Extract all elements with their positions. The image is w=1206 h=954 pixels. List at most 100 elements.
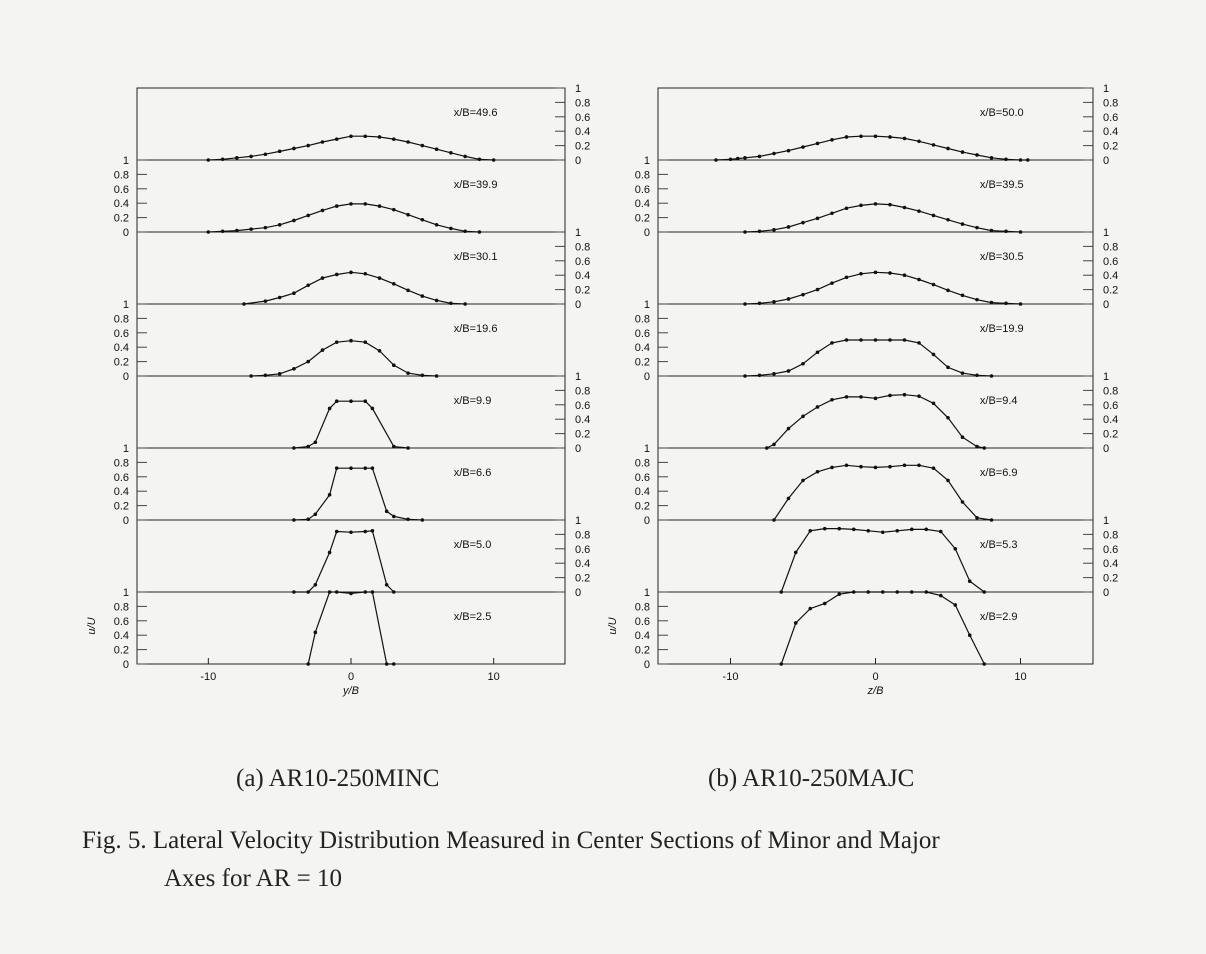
data-point (822, 601, 827, 606)
data-point (946, 288, 950, 293)
data-point (873, 202, 878, 206)
data-point (873, 338, 878, 342)
y-tick-label: 0.4 (635, 198, 650, 210)
data-point (735, 156, 740, 161)
data-point (815, 141, 820, 146)
series-line (780, 591, 985, 665)
series-label: x/B=39.5 (980, 179, 1024, 191)
data-point (815, 216, 820, 221)
y-tick-label: 0.8 (575, 529, 590, 541)
panel-a-caption: (a) AR10-250MINC (236, 765, 440, 792)
data-point (859, 203, 863, 208)
data-point (320, 208, 325, 213)
series-label: x/B=5.3 (980, 539, 1018, 551)
y-tick-label: 0 (123, 659, 129, 671)
x-tick-label: 10 (488, 671, 500, 683)
y-tick-label: 1 (644, 587, 650, 599)
data-point (349, 591, 353, 596)
data-point (801, 414, 805, 419)
data-point (406, 288, 410, 293)
series-label: x/B=2.9 (980, 611, 1018, 623)
data-point (779, 662, 784, 666)
data-point (793, 621, 798, 625)
data-point (349, 202, 353, 206)
data-point (859, 338, 863, 342)
y-tick-label: 0.8 (1103, 529, 1118, 541)
data-point (306, 590, 311, 594)
data-point (946, 415, 950, 420)
series-line (744, 203, 1021, 233)
y-tick-label: 0.8 (635, 169, 650, 181)
data-point (931, 143, 936, 147)
y-tick-label: 0.4 (1103, 414, 1118, 426)
y-tick-label: 0.6 (114, 472, 129, 484)
y-tick-label: 0.6 (1103, 112, 1118, 124)
y-tick-label: 0.4 (1103, 270, 1118, 282)
data-point (334, 529, 339, 534)
data-point (924, 590, 929, 594)
y-tick-label: 0.2 (575, 573, 590, 585)
data-point (786, 297, 791, 301)
data-point (946, 478, 950, 483)
panel-b-caption: (b) AR10-250MAJC (708, 765, 915, 792)
data-point (975, 297, 979, 302)
data-point (434, 147, 439, 151)
data-point (263, 225, 268, 230)
y-tick-label: 0.4 (114, 198, 129, 210)
data-point (946, 217, 950, 222)
data-point (757, 229, 762, 234)
data-point (808, 606, 813, 611)
y-tick-label: 0.8 (114, 313, 129, 325)
y-tick-label: 0.2 (114, 213, 129, 225)
data-point (235, 156, 239, 160)
y-tick-label: 0.8 (114, 169, 129, 181)
data-point (392, 590, 396, 594)
data-point (772, 442, 776, 447)
y-tick-label: 1 (575, 515, 581, 527)
data-point (406, 212, 410, 217)
data-point (844, 395, 849, 399)
data-point (363, 202, 368, 206)
data-point (960, 371, 965, 375)
series-line (251, 340, 437, 377)
y-tick-label: 0.4 (114, 486, 129, 498)
series-line (307, 591, 394, 665)
data-point (313, 583, 318, 587)
series-line (243, 271, 466, 305)
data-point (370, 590, 375, 594)
data-point (277, 223, 282, 227)
figure-caption-line1: Fig. 5. Lateral Velocity Distribution Me… (82, 827, 940, 854)
data-point (392, 662, 396, 666)
y-tick-label: 0.2 (114, 645, 129, 657)
y-axis-label: u/U (86, 617, 98, 634)
series-line (293, 530, 395, 593)
data-point (772, 300, 776, 304)
data-point (363, 466, 368, 470)
data-point (866, 590, 871, 594)
y-tick-label: 0 (644, 371, 650, 383)
x-tick-label: -10 (200, 671, 216, 683)
y-tick-label: 0.2 (1103, 573, 1118, 585)
data-point (292, 218, 296, 223)
data-point (377, 276, 382, 280)
data-point (292, 291, 296, 296)
strip-x-B-50-0: 0 0.2 0.4 0.6 0.8 1 x/B=50.0 (658, 83, 1118, 167)
data-point (938, 593, 943, 598)
data-point (220, 157, 225, 162)
data-point (420, 373, 425, 378)
data-point (851, 527, 856, 532)
y-tick-label: 0 (1103, 155, 1109, 167)
y-tick-label: 0.2 (575, 141, 590, 153)
data-point (306, 143, 311, 148)
chart-panel-b: 0 0.2 0.4 0.6 0.8 1 x/B=50.0 0 0.2 0.4 0.6 0.8 1 x/B=… (607, 83, 1118, 697)
y-tick-label: 0.4 (635, 630, 650, 642)
y-tick-label: 0.8 (635, 313, 650, 325)
data-point (801, 361, 805, 366)
data-point (960, 150, 965, 154)
data-point (363, 340, 368, 344)
data-point (779, 590, 784, 594)
data-point (334, 137, 339, 141)
data-point (880, 590, 885, 594)
y-tick-label: 0 (1103, 299, 1109, 311)
y-tick-label: 0 (575, 299, 581, 311)
